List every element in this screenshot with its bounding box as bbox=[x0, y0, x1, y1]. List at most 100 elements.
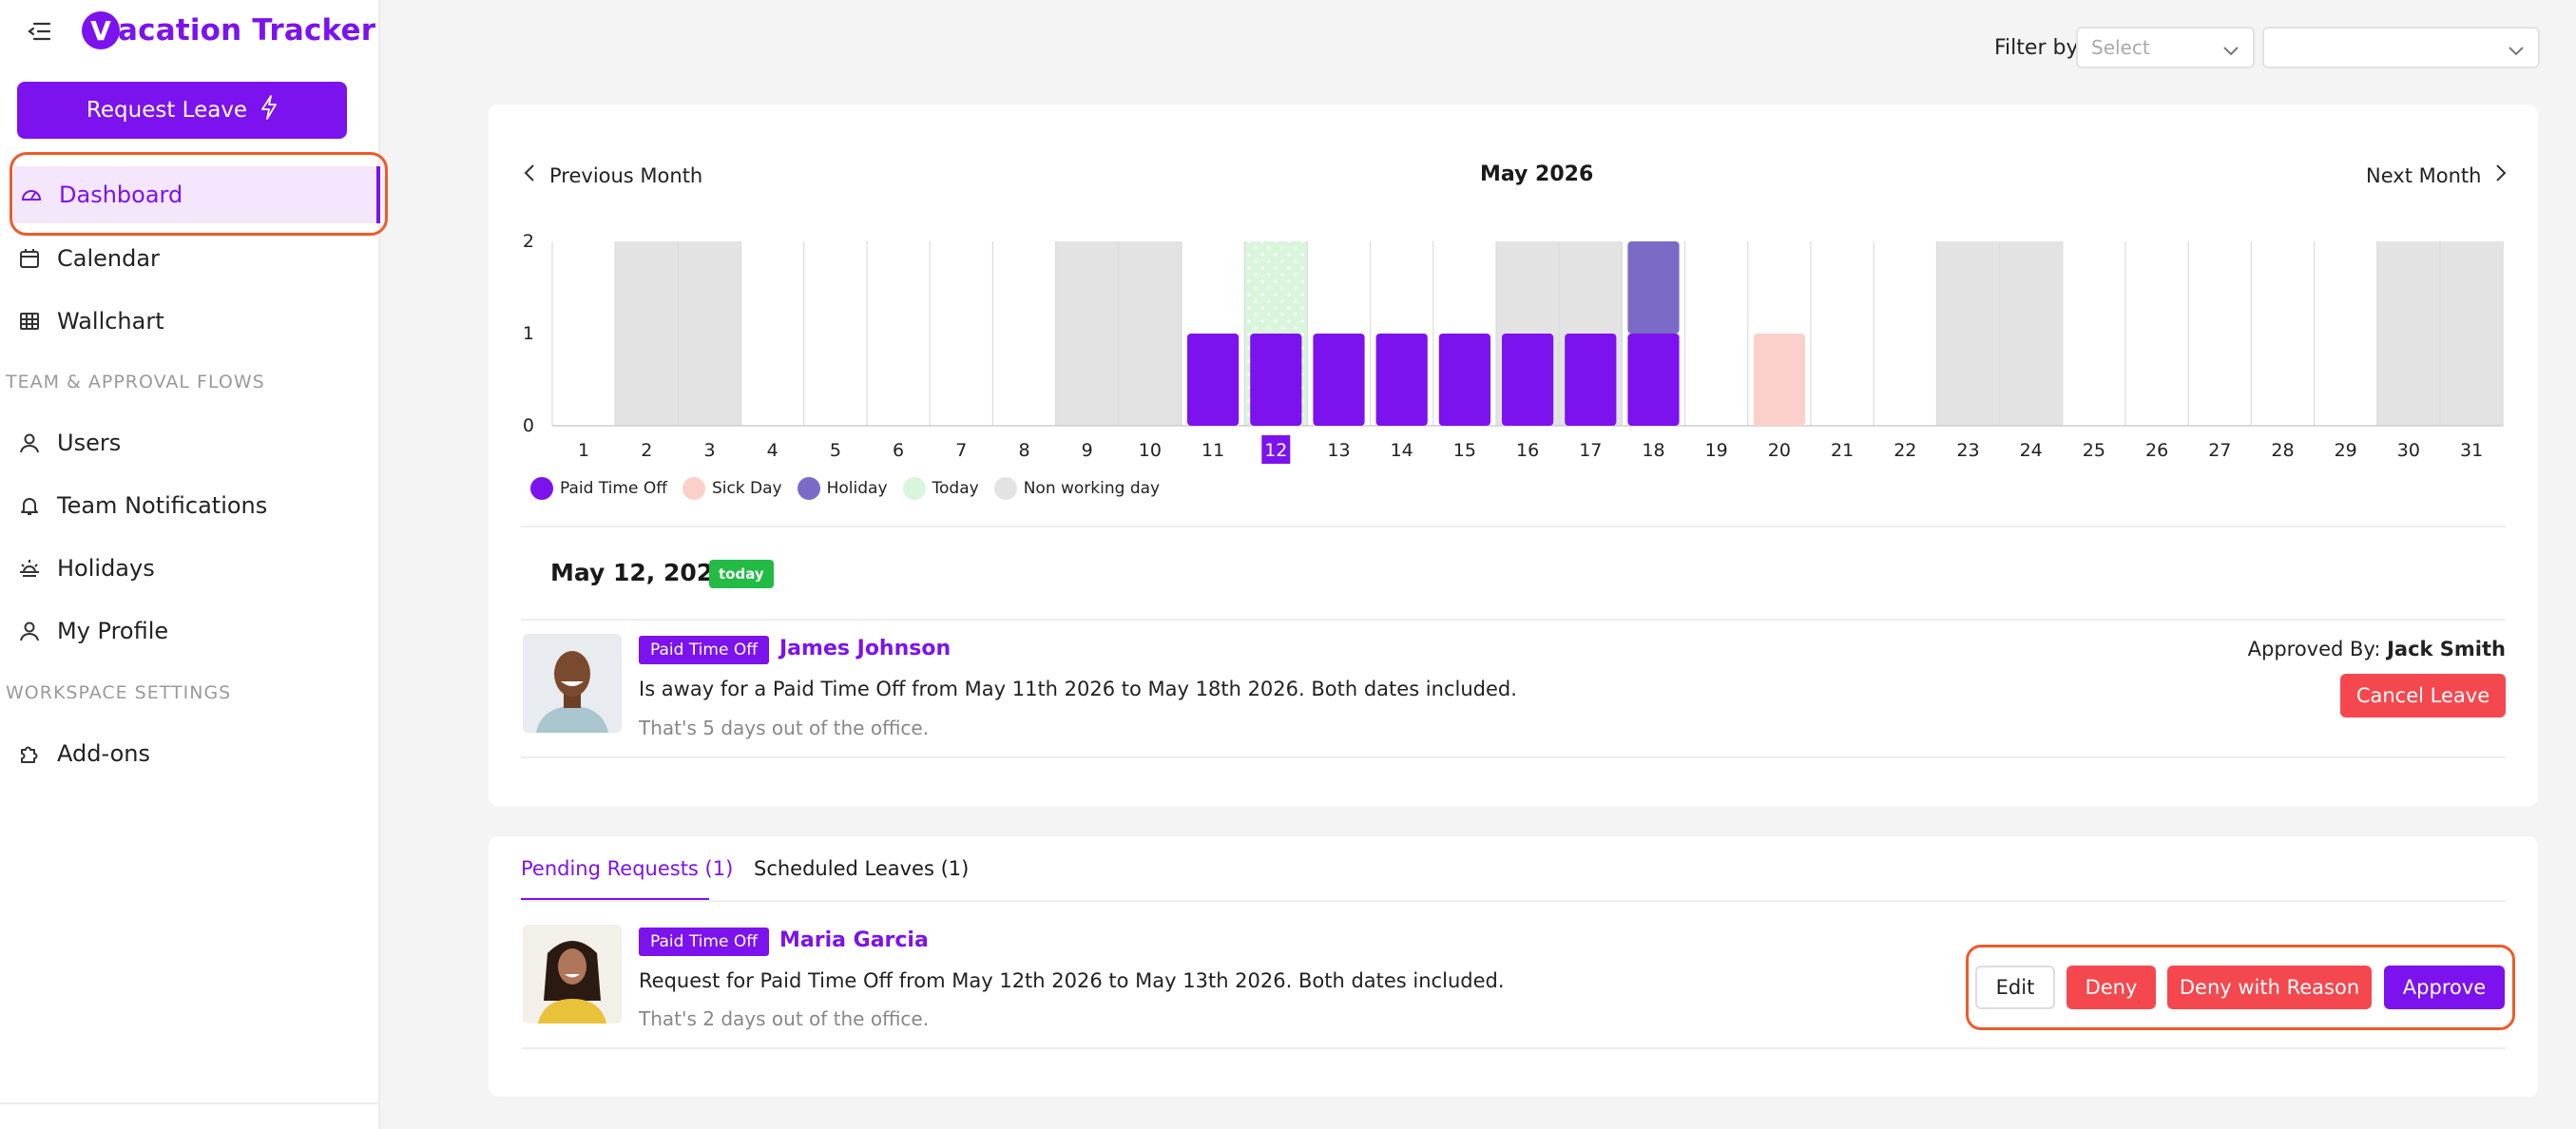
chevron-left-icon bbox=[523, 163, 536, 188]
tab-scheduled-leaves[interactable]: Scheduled Leaves (1) bbox=[754, 857, 970, 880]
active-tab-indicator bbox=[521, 898, 709, 901]
legend-item-today: Today bbox=[902, 477, 979, 500]
x-tick-label: 3 bbox=[703, 440, 715, 461]
x-tick-label: 1 bbox=[578, 440, 589, 461]
sidebar-item-label: Dashboard bbox=[59, 182, 183, 208]
previous-month-label: Previous Month bbox=[549, 163, 703, 187]
sidebar-item-label: My Profile bbox=[57, 618, 169, 644]
sidebar-item-calendar[interactable]: Calendar bbox=[0, 230, 380, 287]
gauge-icon bbox=[19, 182, 44, 207]
filter-select-2[interactable] bbox=[2262, 27, 2540, 68]
x-tick-label: 7 bbox=[955, 440, 967, 461]
sidebar-item-my-profile[interactable]: My Profile bbox=[0, 603, 380, 660]
chart-legend: Paid Time Off Sick Day Holiday Today Non… bbox=[530, 477, 1160, 500]
sidebar-divider bbox=[0, 1102, 380, 1104]
cancel-leave-button[interactable]: Cancel Leave bbox=[2340, 674, 2506, 718]
x-tick-label: 28 bbox=[2271, 440, 2294, 461]
sidebar-item-label: Add-ons bbox=[57, 740, 150, 767]
leave-type-badge: Paid Time Off bbox=[639, 928, 769, 956]
divider bbox=[521, 900, 2506, 902]
approver-name: Jack Smith bbox=[2387, 638, 2506, 660]
selected-date-heading: May 12, 2026 bbox=[550, 559, 730, 586]
legend-swatch bbox=[682, 477, 705, 500]
x-tick-label: 19 bbox=[1705, 440, 1728, 461]
tab-pending-requests[interactable]: Pending Requests (1) bbox=[521, 857, 734, 880]
x-tick-label: 24 bbox=[2020, 440, 2043, 461]
collapse-menu-icon[interactable] bbox=[25, 17, 53, 46]
bell-icon bbox=[17, 493, 42, 518]
app-logo[interactable]: V acation Tracker bbox=[82, 11, 375, 49]
bar-paid-time-off-11 bbox=[1187, 334, 1240, 426]
x-tick-label: 21 bbox=[1831, 440, 1854, 461]
legend-swatch bbox=[797, 477, 820, 500]
sidebar-item-wallchart[interactable]: Wallchart bbox=[0, 293, 380, 350]
calendar-card bbox=[489, 105, 2538, 806]
x-tick-label: 12 bbox=[1264, 440, 1287, 461]
legend-label: Sick Day bbox=[711, 479, 782, 498]
x-tick-label: 18 bbox=[1642, 440, 1664, 461]
avatar-james-johnson bbox=[523, 634, 622, 733]
x-tick-label: 26 bbox=[2145, 440, 2168, 461]
x-tick-label: 22 bbox=[1894, 440, 1916, 461]
y-tick-label: 1 bbox=[523, 323, 534, 344]
approve-request-button[interactable]: Approve bbox=[2384, 966, 2505, 1009]
calendar-icon bbox=[17, 246, 42, 271]
x-tick-label: 20 bbox=[1768, 440, 1791, 461]
sidebar-item-users[interactable]: Users bbox=[0, 414, 380, 471]
user-icon bbox=[17, 619, 42, 643]
non-working-day-2 bbox=[615, 241, 679, 426]
deny-request-button[interactable]: Deny bbox=[2067, 966, 2156, 1009]
bar-paid-time-off-15 bbox=[1438, 334, 1490, 426]
sidebar-item-label: Holidays bbox=[57, 555, 155, 582]
section-workspace-settings: WORKSPACE SETTINGS bbox=[6, 682, 232, 703]
employee-name-link[interactable]: Maria Garcia bbox=[779, 928, 929, 952]
bar-paid-time-off-14 bbox=[1375, 334, 1428, 426]
today-tick-highlight bbox=[1261, 435, 1291, 464]
filter-select-1[interactable]: Select bbox=[2076, 27, 2255, 68]
x-tick-label: 2 bbox=[641, 440, 652, 461]
divider bbox=[521, 526, 2506, 527]
legend-label: Non working day bbox=[1023, 479, 1161, 498]
month-title: May 2026 bbox=[1480, 163, 1594, 186]
x-tick-label: 25 bbox=[2083, 440, 2105, 461]
x-tick-label: 30 bbox=[2397, 440, 2420, 461]
filter-select-1-placeholder: Select bbox=[2091, 36, 2150, 59]
previous-month-button[interactable]: Previous Month bbox=[523, 163, 702, 188]
sidebar-item-holidays[interactable]: Holidays bbox=[0, 540, 380, 597]
x-tick-label: 17 bbox=[1579, 440, 1602, 461]
user-icon bbox=[17, 431, 42, 455]
x-tick-label: 23 bbox=[1956, 440, 1979, 461]
leave-subtext: That's 5 days out of the office. bbox=[639, 717, 930, 739]
x-tick-label: 8 bbox=[1018, 440, 1029, 461]
employee-name-link[interactable]: James Johnson bbox=[779, 637, 952, 660]
deny-with-reason-button[interactable]: Deny with Reason bbox=[2167, 966, 2372, 1009]
divider bbox=[521, 756, 2506, 758]
approved-by-label: Approved By: bbox=[2247, 638, 2381, 660]
grid-icon bbox=[17, 309, 42, 334]
lightning-icon bbox=[260, 95, 278, 125]
filter-label: Filter by bbox=[1994, 36, 2079, 60]
x-tick-label: 9 bbox=[1082, 440, 1093, 461]
x-tick-label: 10 bbox=[1139, 440, 1162, 461]
next-month-button[interactable]: Next Month bbox=[2366, 163, 2508, 188]
edit-request-button[interactable]: Edit bbox=[1975, 966, 2055, 1009]
avatar-maria-garcia bbox=[523, 925, 622, 1024]
request-description: Request for Paid Time Off from May 12th … bbox=[639, 969, 1505, 992]
y-tick-label: 0 bbox=[523, 415, 534, 436]
x-tick-label: 14 bbox=[1391, 440, 1413, 461]
sidebar-item-team-notifications[interactable]: Team Notifications bbox=[0, 477, 380, 534]
sidebar-item-label: Wallchart bbox=[57, 308, 164, 335]
request-leave-button[interactable]: Request Leave bbox=[17, 82, 347, 139]
leave-description: Is away for a Paid Time Off from May 11t… bbox=[639, 678, 1517, 700]
legend-swatch bbox=[902, 477, 926, 500]
sidebar-item-dashboard[interactable]: Dashboard bbox=[13, 166, 380, 223]
next-month-label: Next Month bbox=[2366, 163, 2482, 187]
bar-paid-time-off-16 bbox=[1502, 334, 1554, 426]
legend-swatch bbox=[530, 477, 553, 500]
legend-label: Holiday bbox=[826, 479, 888, 498]
approved-by: Approved By: Jack Smith bbox=[2248, 638, 2506, 660]
non-working-day-23 bbox=[1936, 241, 2000, 426]
request-subtext: That's 2 days out of the office. bbox=[639, 1007, 930, 1030]
sidebar-item-add-ons[interactable]: Add-ons bbox=[0, 725, 380, 782]
legend-item-holiday: Holiday bbox=[797, 477, 888, 500]
